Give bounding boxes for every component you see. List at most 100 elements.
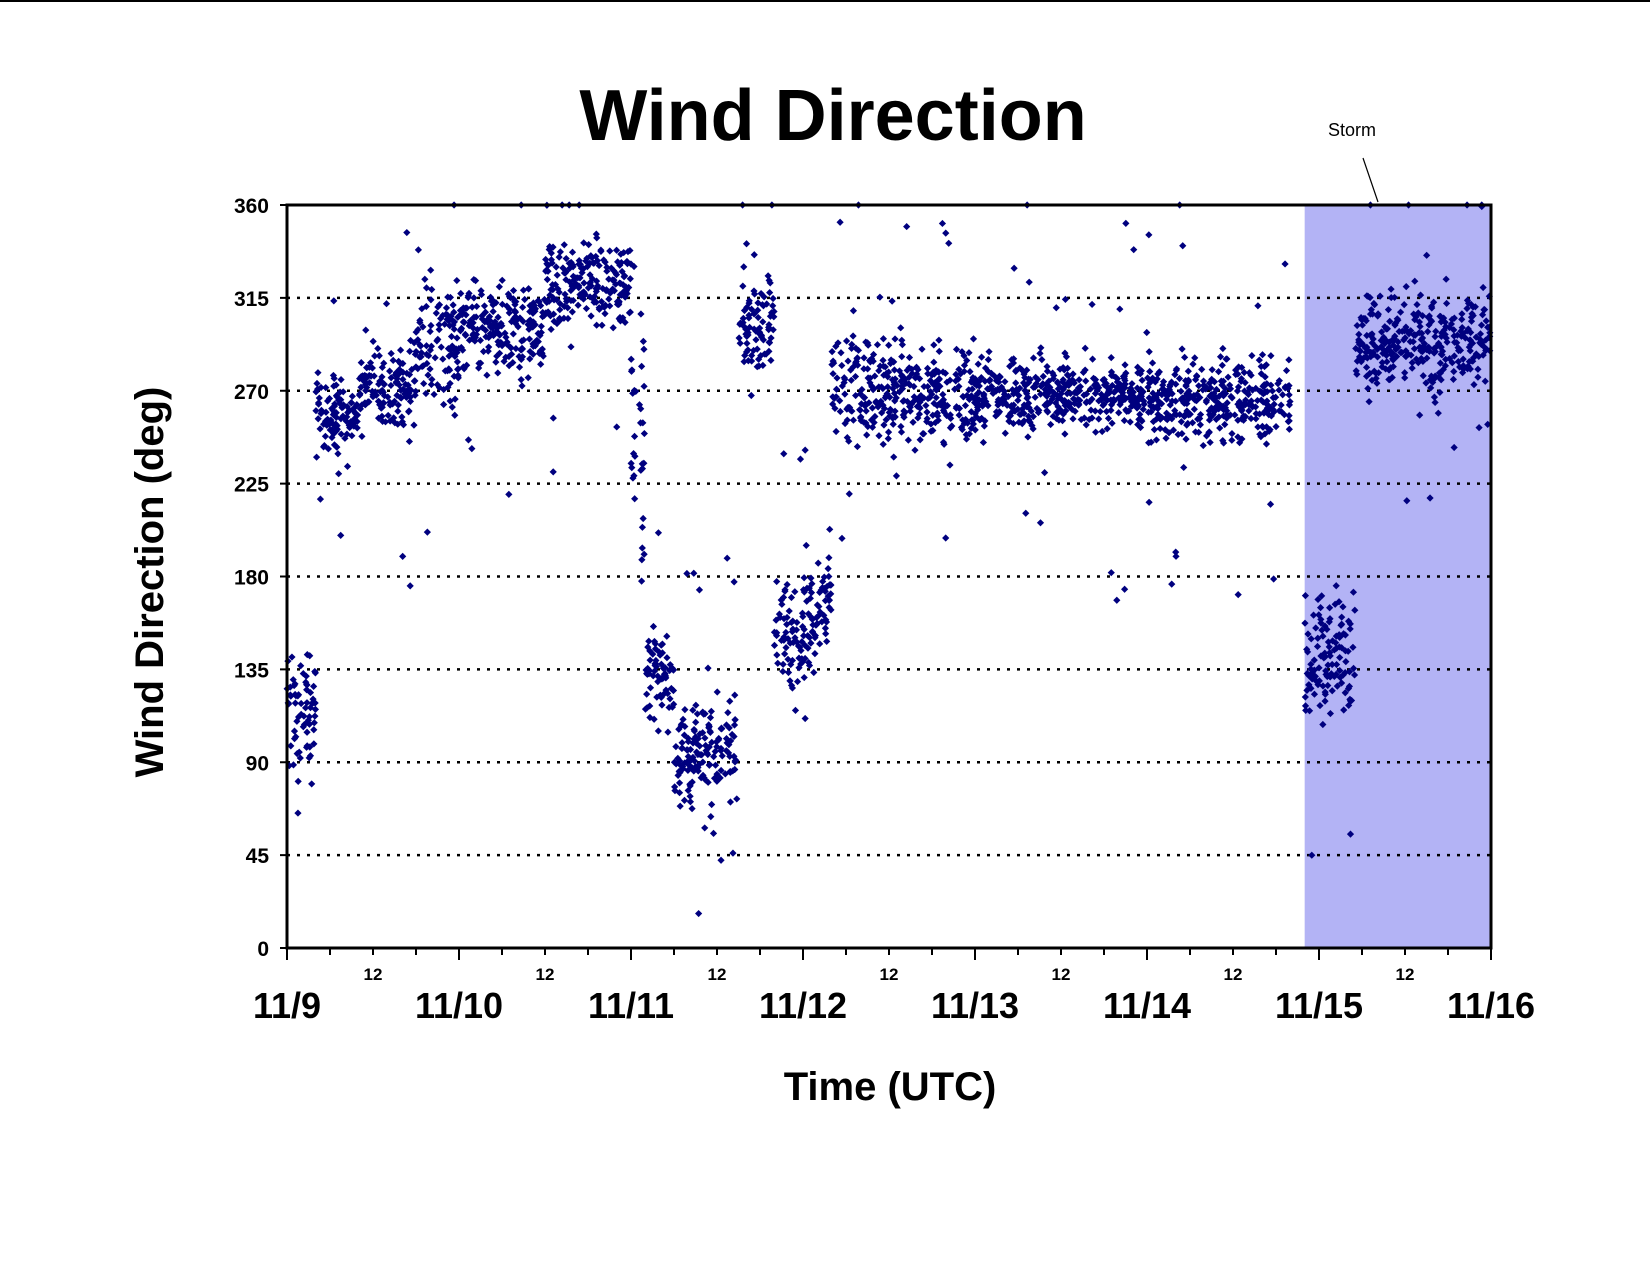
data-point xyxy=(1303,669,1311,678)
data-point xyxy=(321,417,330,425)
data-point xyxy=(1411,277,1419,285)
data-point xyxy=(382,300,391,308)
data-point xyxy=(1107,354,1115,362)
data-point xyxy=(885,341,893,349)
data-point xyxy=(1436,359,1444,367)
data-point xyxy=(818,584,826,592)
data-point xyxy=(861,402,869,410)
data-point xyxy=(873,341,882,349)
data-point xyxy=(291,690,299,699)
data-point xyxy=(386,367,394,375)
data-point xyxy=(943,411,951,420)
x-axis-label: Time (UTC) xyxy=(784,1065,997,1109)
data-point xyxy=(638,465,647,473)
data-point xyxy=(739,319,747,327)
data-point xyxy=(329,428,337,436)
data-point xyxy=(1097,396,1105,404)
data-point xyxy=(1430,393,1439,401)
data-point xyxy=(694,767,702,775)
data-point xyxy=(417,349,426,357)
data-point xyxy=(1382,325,1390,333)
data-point xyxy=(440,400,448,409)
data-point xyxy=(1450,367,1458,376)
data-point xyxy=(1155,398,1163,406)
data-point xyxy=(1285,391,1293,399)
data-point xyxy=(1400,327,1409,335)
data-point xyxy=(788,656,797,665)
x-tick-label-day: 11/16 xyxy=(1447,985,1535,1026)
data-point xyxy=(915,375,924,383)
data-point xyxy=(864,341,872,349)
data-point xyxy=(822,616,830,624)
data-point xyxy=(1324,638,1333,646)
data-point xyxy=(1172,366,1180,374)
data-point xyxy=(470,275,478,284)
data-point xyxy=(1458,315,1466,323)
data-point xyxy=(824,565,832,573)
data-point xyxy=(495,283,503,291)
data-point xyxy=(1417,354,1425,363)
data-point xyxy=(1307,635,1315,643)
data-point xyxy=(1350,671,1359,679)
data-point xyxy=(1099,376,1107,384)
data-point xyxy=(434,335,442,343)
data-point xyxy=(638,577,646,585)
data-point xyxy=(567,343,575,351)
data-point xyxy=(962,431,970,439)
data-point xyxy=(550,317,558,325)
data-point xyxy=(1437,376,1445,384)
data-point xyxy=(843,405,851,413)
data-point xyxy=(890,389,899,397)
data-point xyxy=(1268,387,1277,395)
data-point xyxy=(1327,670,1335,678)
data-point xyxy=(406,347,414,355)
data-point xyxy=(410,339,418,347)
data-point xyxy=(853,355,861,363)
y-tick-label: 180 xyxy=(234,567,269,590)
data-point xyxy=(1191,376,1200,384)
data-point xyxy=(801,446,809,454)
data-point xyxy=(640,345,648,353)
data-point xyxy=(621,318,629,326)
data-point xyxy=(642,666,650,674)
data-point xyxy=(1226,385,1235,393)
data-point xyxy=(646,713,654,722)
data-point xyxy=(294,713,303,721)
data-point xyxy=(441,320,449,328)
data-point xyxy=(689,753,697,761)
data-point xyxy=(686,798,695,806)
x-tick-label-day: 11/12 xyxy=(759,985,847,1026)
data-point xyxy=(546,243,554,251)
data-point xyxy=(422,302,430,311)
data-point xyxy=(707,707,715,715)
data-point xyxy=(609,285,617,293)
x-tick-label-12: 12 xyxy=(1224,965,1243,984)
data-point xyxy=(800,625,808,634)
data-point xyxy=(890,358,898,366)
data-point xyxy=(507,294,515,302)
data-point xyxy=(315,394,323,402)
data-point xyxy=(1207,413,1215,421)
data-point xyxy=(1374,369,1383,377)
data-point xyxy=(811,649,819,658)
data-point xyxy=(1340,706,1348,714)
data-point xyxy=(765,321,773,329)
data-point xyxy=(977,373,985,382)
data-point xyxy=(311,699,319,707)
data-point xyxy=(832,427,840,436)
data-point xyxy=(1414,309,1422,317)
data-point xyxy=(547,249,555,257)
data-point xyxy=(578,269,586,277)
data-point xyxy=(368,387,376,395)
data-point xyxy=(362,326,370,334)
data-point xyxy=(343,413,351,421)
data-point xyxy=(583,263,592,271)
data-point xyxy=(836,397,844,405)
data-point xyxy=(920,394,928,402)
data-point xyxy=(453,276,461,285)
data-point xyxy=(1162,395,1171,403)
data-point xyxy=(680,731,688,739)
data-point xyxy=(784,655,792,663)
data-point xyxy=(1134,420,1142,429)
data-point xyxy=(348,392,356,400)
